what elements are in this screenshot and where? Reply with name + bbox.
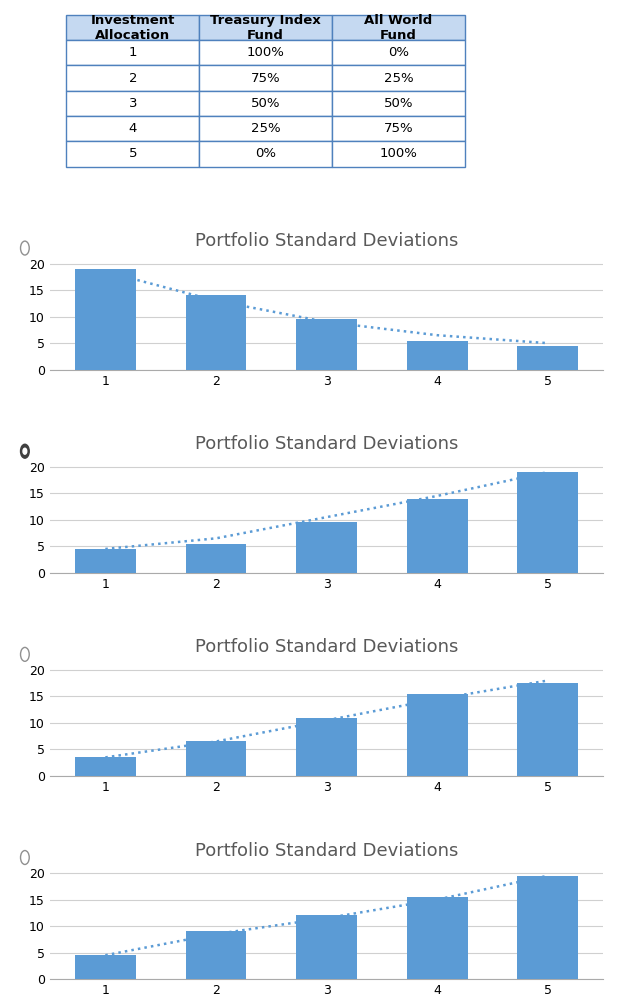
Bar	[75, 757, 136, 776]
Bar	[296, 718, 357, 776]
Bar	[518, 683, 578, 776]
Bar	[185, 742, 246, 776]
Bar	[296, 523, 357, 573]
Bar	[407, 499, 468, 573]
Bar	[407, 897, 468, 979]
Bar	[518, 472, 578, 573]
Bar	[296, 915, 357, 979]
Title: Portfolio Standard Deviations: Portfolio Standard Deviations	[195, 435, 458, 453]
Bar	[185, 544, 246, 573]
Bar	[518, 876, 578, 979]
Title: Portfolio Standard Deviations: Portfolio Standard Deviations	[195, 232, 458, 250]
Bar	[75, 955, 136, 979]
Bar	[185, 931, 246, 979]
Bar	[407, 341, 468, 370]
Bar	[518, 346, 578, 370]
Bar	[185, 295, 246, 370]
Bar	[407, 694, 468, 776]
Bar	[75, 269, 136, 370]
Bar	[75, 549, 136, 573]
Title: Portfolio Standard Deviations: Portfolio Standard Deviations	[195, 842, 458, 860]
Bar	[296, 319, 357, 370]
Title: Portfolio Standard Deviations: Portfolio Standard Deviations	[195, 638, 458, 656]
